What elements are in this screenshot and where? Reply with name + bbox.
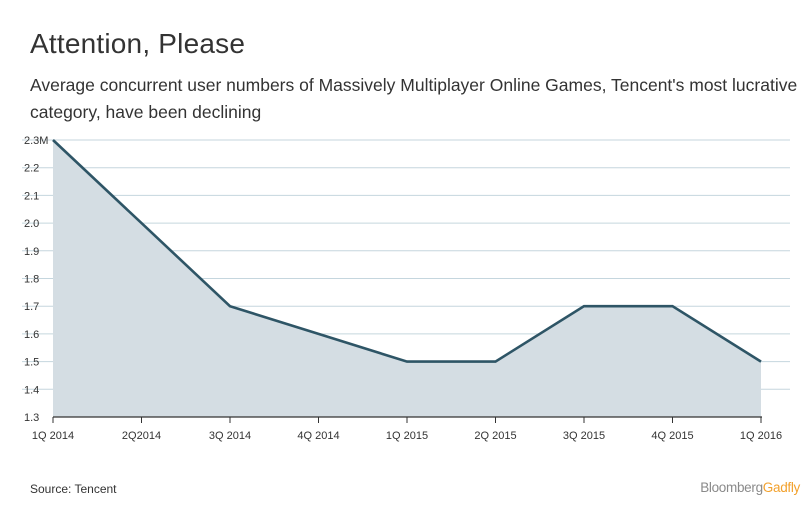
source-note: Source: Tencent — [30, 482, 117, 496]
x-tick-label: 2Q 2015 — [474, 430, 516, 442]
brand-bloomberg: Bloomberg — [700, 480, 763, 495]
x-tick-label: 1Q 2015 — [386, 430, 428, 442]
y-tick-label: 1.6 — [24, 329, 39, 341]
y-axis-labels: 1.3 1.4 1.5 1.6 1.7 1.8 1.9 2.0 2.1 2.2 2.3M — [24, 135, 48, 424]
y-tick-label: 1.9 — [24, 246, 39, 258]
x-axis-labels: 1Q 2014 2Q2014 3Q 2014 4Q 2014 1Q 2015 2Q 201… — [32, 430, 782, 442]
chart-title: Attention, Please — [30, 28, 246, 59]
y-tick-label: 1.5 — [24, 357, 39, 369]
area-fill — [53, 140, 761, 417]
x-tick-label: 4Q 2015 — [651, 430, 693, 442]
x-tick-label: 4Q 2014 — [297, 430, 339, 442]
x-tick-label: 3Q 2015 — [563, 430, 605, 442]
y-tick-label: 1.3 — [24, 412, 39, 424]
brand-logo: BloombergGadfly — [700, 480, 800, 495]
y-tick-label: 1.4 — [24, 384, 39, 396]
x-tick-label: 3Q 2014 — [209, 430, 251, 442]
y-tick-label: 2.0 — [24, 218, 39, 230]
x-tick-label: 1Q 2016 — [740, 430, 782, 442]
y-tick-label: 2.1 — [24, 190, 39, 202]
data-line — [52, 139, 762, 363]
chart-subtitle: Average concurrent user numbers of Massi… — [30, 75, 798, 122]
x-tick-label: 2Q2014 — [122, 430, 161, 442]
y-tick-label: 2.2 — [24, 163, 39, 175]
y-tick-label: 1.7 — [24, 301, 39, 313]
x-axis-ticks — [52, 417, 762, 423]
brand-gadfly: Gadfly — [762, 480, 801, 495]
x-tick-label: 1Q 2014 — [32, 430, 74, 442]
y-tick-label: 2.3M — [24, 135, 48, 147]
y-tick-label: 1.8 — [24, 274, 39, 286]
